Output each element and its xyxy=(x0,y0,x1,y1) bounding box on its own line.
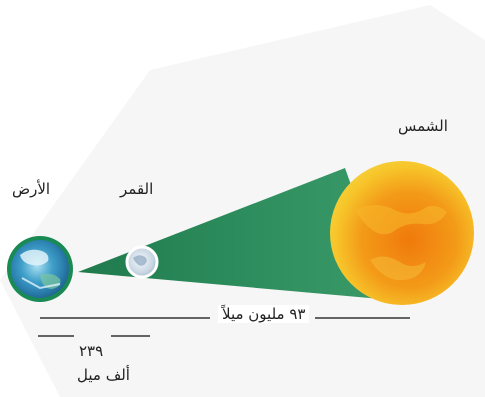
sun-label: الشمس xyxy=(398,117,448,135)
earth-label: الأرض xyxy=(12,180,51,198)
moon-distance-value: ٢٣٩ xyxy=(79,342,104,360)
moon xyxy=(125,245,159,279)
sun-distance-label: ٩٣ مليون ميلاً xyxy=(218,305,310,323)
sun xyxy=(330,161,474,305)
earth xyxy=(7,236,73,302)
moon-label: القمر xyxy=(120,180,154,198)
background-panel xyxy=(0,5,485,397)
moon-distance-unit: ألف ميل xyxy=(77,366,130,384)
